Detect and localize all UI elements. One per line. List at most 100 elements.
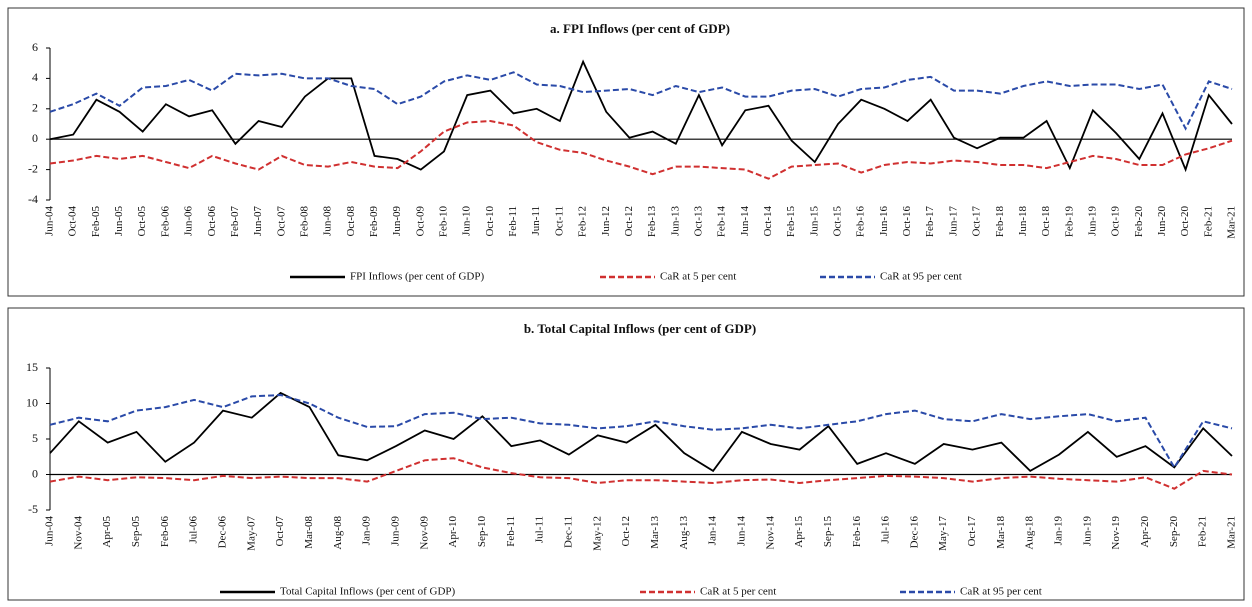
chart-title: a. FPI Inflows (per cent of GDP) xyxy=(550,21,730,36)
x-tick-label: Oct-14 xyxy=(762,206,774,237)
x-tick-label: Jun-08 xyxy=(322,206,334,236)
x-tick-label: Oct-17 xyxy=(966,516,978,547)
x-tick-label: Oct-06 xyxy=(206,206,218,237)
legend-label: CaR at 5 per cent xyxy=(700,586,776,598)
x-tick-label: Oct-17 xyxy=(971,206,983,237)
x-tick-label: Jul-16 xyxy=(880,516,892,544)
x-tick-label: Nov-09 xyxy=(418,516,430,550)
x-tick-label: Feb-13 xyxy=(646,206,658,238)
x-tick-label: Mar-21 xyxy=(1226,516,1238,549)
x-tick-label: Jun-04 xyxy=(44,516,56,546)
x-tick-label: Feb-06 xyxy=(159,516,171,548)
y-tick-label: -4 xyxy=(28,192,38,206)
legend-label: CaR at 95 per cent xyxy=(880,271,962,283)
x-tick-label: Oct-04 xyxy=(67,206,79,237)
x-tick-label: Jun-16 xyxy=(878,206,890,236)
x-tick-label: Jun-04 xyxy=(44,206,56,236)
x-tick-label: Jun-11 xyxy=(530,206,542,236)
x-tick-label: Jun-17 xyxy=(947,206,959,236)
x-tick-label: Jun-18 xyxy=(1017,206,1029,236)
x-tick-label: May-17 xyxy=(937,516,949,551)
x-tick-label: Feb-20 xyxy=(1133,206,1145,238)
panel-frame xyxy=(7,7,1245,297)
x-tick-label: Jun-10 xyxy=(461,206,473,236)
x-tick-label: Oct-11 xyxy=(553,206,565,236)
x-tick-label: Jun-19 xyxy=(1081,516,1093,546)
x-tick-label: Jun-06 xyxy=(183,206,195,236)
series-line xyxy=(49,457,1233,490)
y-tick-label: 5 xyxy=(32,431,38,445)
chart-title: b. Total Capital Inflows (per cent of GD… xyxy=(524,321,756,336)
x-tick-label: Jun-12 xyxy=(600,206,612,236)
x-tick-label: Oct-19 xyxy=(1110,206,1122,237)
x-tick-label: Apr-15 xyxy=(793,516,805,548)
x-tick-label: Nov-04 xyxy=(72,516,84,550)
x-tick-label: Feb-15 xyxy=(785,206,797,238)
y-tick-label: 10 xyxy=(26,395,38,409)
legend-label: FPI Inflows (per cent of GDP) xyxy=(350,271,484,283)
series-line xyxy=(49,119,1233,180)
x-tick-label: May-12 xyxy=(591,516,603,551)
x-tick-label: Jun-09 xyxy=(391,206,403,236)
series-line xyxy=(49,393,1233,470)
x-tick-label: Jun-07 xyxy=(252,206,264,236)
x-tick-label: Aug-13 xyxy=(678,516,690,550)
x-tick-label: May-07 xyxy=(245,516,257,551)
y-tick-label: -2 xyxy=(28,161,38,175)
x-tick-label: Feb-19 xyxy=(1063,206,1075,238)
x-tick-label: Apr-10 xyxy=(447,516,459,548)
x-tick-label: Feb-12 xyxy=(577,206,589,237)
legend-label: Total Capital Inflows (per cent of GDP) xyxy=(280,586,456,598)
x-tick-label: Feb-06 xyxy=(159,206,171,238)
x-tick-label: Jan-14 xyxy=(707,516,719,546)
x-tick-label: Feb-18 xyxy=(994,206,1006,238)
x-tick-label: Oct-10 xyxy=(484,206,496,237)
y-tick-label: -5 xyxy=(28,502,38,516)
x-tick-label: Feb-07 xyxy=(229,206,241,238)
x-tick-label: Feb-11 xyxy=(505,516,517,547)
x-tick-label: Sep-10 xyxy=(476,516,488,548)
x-tick-label: Oct-07 xyxy=(275,206,287,237)
x-tick-label: Dec-11 xyxy=(562,516,574,548)
x-tick-label: Feb-21 xyxy=(1197,516,1209,547)
x-tick-label: Mar-21 xyxy=(1226,206,1238,239)
x-tick-label: Oct-05 xyxy=(136,206,148,237)
y-tick-label: 6 xyxy=(32,40,38,54)
x-tick-label: Jun-14 xyxy=(735,516,747,546)
series-line xyxy=(49,391,1233,473)
series-line xyxy=(49,71,1233,131)
x-tick-label: Jan-19 xyxy=(1053,516,1065,546)
legend-label: CaR at 5 per cent xyxy=(660,271,736,283)
x-tick-label: Jul-11 xyxy=(534,516,546,543)
x-tick-label: Jun-20 xyxy=(1156,206,1168,236)
legend-label: CaR at 95 per cent xyxy=(960,586,1042,598)
x-tick-label: Feb-09 xyxy=(368,206,380,238)
x-tick-label: Sep-20 xyxy=(1168,516,1180,548)
x-tick-label: Feb-17 xyxy=(924,206,936,238)
x-tick-label: Nov-19 xyxy=(1110,516,1122,550)
x-tick-label: Oct-12 xyxy=(623,206,635,237)
panel-frame xyxy=(7,307,1245,601)
x-tick-label: Mar-13 xyxy=(649,516,661,549)
x-tick-label: Apr-05 xyxy=(101,516,113,548)
x-tick-label: Oct-18 xyxy=(1040,206,1052,237)
x-tick-label: Nov-14 xyxy=(764,516,776,550)
x-tick-label: Oct-09 xyxy=(414,206,426,237)
x-tick-label: Feb-21 xyxy=(1202,206,1214,237)
x-tick-label: Oct-20 xyxy=(1179,206,1191,237)
x-tick-label: Jun-05 xyxy=(113,206,125,236)
x-tick-label: Oct-15 xyxy=(832,206,844,237)
x-tick-label: Jul-06 xyxy=(188,516,200,544)
x-tick-label: Feb-16 xyxy=(855,206,867,238)
x-tick-label: Sep-05 xyxy=(130,516,142,548)
x-tick-label: Feb-11 xyxy=(507,206,519,237)
x-tick-label: Feb-10 xyxy=(438,206,450,238)
y-tick-label: 15 xyxy=(26,360,38,374)
x-tick-label: Aug-08 xyxy=(332,516,344,550)
x-tick-label: Oct-13 xyxy=(692,206,704,237)
y-tick-label: 0 xyxy=(32,466,38,480)
x-tick-label: Jun-19 xyxy=(1086,206,1098,236)
x-tick-label: Jun-13 xyxy=(669,206,681,236)
